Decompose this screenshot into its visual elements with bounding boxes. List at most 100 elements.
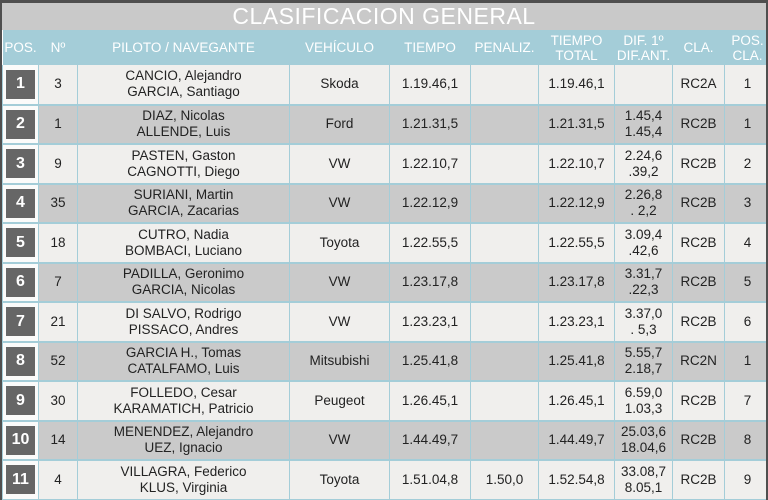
class-cell: RC2B (672, 104, 725, 145)
total-time-cell: 1.22.55,5 (538, 223, 615, 264)
table-row: 4 35 SURIANI, Martin GARCIA, Zacarias VW… (2, 183, 766, 224)
column-header-pos: POS. (2, 30, 39, 65)
car-number-cell: 3 (38, 65, 78, 106)
crew-cell: MENENDEZ, Alejandro UEZ, Ignacio (77, 420, 290, 461)
total-time-cell: 1.22.12,9 (538, 183, 615, 224)
driver-name: SURIANI, Martin (133, 187, 234, 203)
time-cell: 1.25.41,8 (389, 341, 471, 382)
crew-cell: GARCIA H., Tomas CATALFAMO, Luis (77, 341, 290, 382)
vehicle-cell: VW (289, 420, 390, 461)
position-badge: 7 (6, 307, 35, 337)
vehicle-cell: VW (289, 144, 390, 185)
class-cell: RC2B (672, 262, 725, 303)
driver-name: DIAZ, Nicolas (142, 108, 225, 124)
class-position-cell: 1 (724, 341, 766, 382)
gap-to-previous: . 5,3 (630, 321, 657, 337)
position-badge: 2 (6, 109, 35, 139)
time-cell: 1.19.46,1 (389, 65, 471, 106)
position-badge: 5 (6, 228, 35, 258)
car-number-cell: 30 (38, 381, 78, 422)
crew-cell: PASTEN, Gaston CAGNOTTI, Diego (77, 144, 290, 185)
vehicle-cell: VW (289, 183, 390, 224)
class-cell: RC2B (672, 223, 725, 264)
column-header-total-time: TIEMPO TOTAL (538, 30, 615, 65)
column-header-time: TIEMPO (389, 30, 471, 65)
table-row: 6 7 PADILLA, Geronimo GARCIA, Nicolas VW… (2, 262, 766, 303)
class-position-cell: 1 (724, 65, 766, 106)
total-time-cell: 1.44.49,7 (538, 420, 615, 461)
gap-cell: 2.26,8 . 2,2 (614, 183, 673, 224)
navigator-name: PISSACO, Andres (128, 321, 239, 337)
pos-cell: 9 (2, 381, 39, 422)
driver-name: PASTEN, Gaston (131, 147, 236, 163)
driver-name: PADILLA, Geronimo (122, 266, 245, 282)
table-row: 11 4 VILLAGRA, Federico KLUS, Virginia T… (2, 460, 766, 500)
position-badge: 4 (6, 188, 35, 218)
penalty-cell (470, 144, 539, 185)
gap-to-previous: .22,3 (628, 282, 659, 298)
driver-name: VILLAGRA, Federico (120, 463, 247, 479)
pos-cell: 10 (2, 420, 39, 461)
gap-to-leader: 6.59,0 (624, 384, 663, 400)
time-cell: 1.44.49,7 (389, 420, 471, 461)
gap-cell (614, 65, 673, 106)
class-position-cell: 5 (724, 262, 766, 303)
table-row: 8 52 GARCIA H., Tomas CATALFAMO, Luis Mi… (2, 341, 766, 382)
pos-cell: 3 (2, 144, 39, 185)
table-row: 7 21 DI SALVO, Rodrigo PISSACO, Andres V… (2, 302, 766, 343)
position-badge: 10 (6, 425, 35, 455)
vehicle-cell: Mitsubishi (289, 341, 390, 382)
gap-to-leader: 25.03,6 (620, 424, 667, 440)
class-position-cell: 6 (724, 302, 766, 343)
pos-cell: 11 (2, 460, 39, 500)
crew-cell: CANCIO, Alejandro GARCIA, Santiago (77, 65, 290, 106)
gap-to-previous: 1.03,3 (624, 400, 663, 416)
position-badge: 6 (6, 267, 35, 297)
gap-to-previous: 8.05,1 (624, 479, 663, 495)
total-time-cell: 1.26.45,1 (538, 381, 615, 422)
gap-cell: 5.55,7 2.18,7 (614, 341, 673, 382)
driver-name: DI SALVO, Rodrigo (125, 305, 242, 321)
car-number-cell: 21 (38, 302, 78, 343)
driver-name: MENENDEZ, Alejandro (113, 424, 254, 440)
table-row: 1 3 CANCIO, Alejandro GARCIA, Santiago S… (2, 65, 766, 106)
gap-to-leader: 3.09,4 (624, 226, 663, 242)
car-number-cell: 35 (38, 183, 78, 224)
position-badge: 9 (6, 386, 35, 416)
column-header-gap: DIF. 1º DIF.ANT. (614, 30, 673, 65)
time-cell: 1.21.31,5 (389, 104, 471, 145)
pos-cell: 7 (2, 302, 39, 343)
table-row: 3 9 PASTEN, Gaston CAGNOTTI, Diego VW 1.… (2, 144, 766, 185)
crew-cell: SURIANI, Martin GARCIA, Zacarias (77, 183, 290, 224)
total-time-cell: 1.22.10,7 (538, 144, 615, 185)
gap-to-previous: 18.04,6 (620, 440, 667, 456)
class-cell: RC2B (672, 420, 725, 461)
navigator-name: ALLENDE, Luis (136, 124, 231, 140)
pos-cell: 5 (2, 223, 39, 264)
time-cell: 1.23.17,8 (389, 262, 471, 303)
time-cell: 1.22.10,7 (389, 144, 471, 185)
penalty-cell (470, 381, 539, 422)
crew-cell: PADILLA, Geronimo GARCIA, Nicolas (77, 262, 290, 303)
car-number-cell: 7 (38, 262, 78, 303)
driver-name: FOLLEDO, Cesar (130, 384, 237, 400)
total-time-cell: 1.19.46,1 (538, 65, 615, 106)
class-position-cell: 9 (724, 460, 766, 500)
navigator-name: GARCIA, Santiago (127, 84, 240, 100)
class-cell: RC2B (672, 302, 725, 343)
navigator-name: CATALFAMO, Luis (127, 361, 240, 377)
pos-cell: 1 (2, 65, 39, 106)
car-number-cell: 4 (38, 460, 78, 500)
vehicle-cell: Skoda (289, 65, 390, 106)
table-row: 2 1 DIAZ, Nicolas ALLENDE, Luis Ford 1.2… (2, 104, 766, 145)
position-badge: 1 (6, 69, 35, 99)
penalty-cell (470, 420, 539, 461)
penalty-cell (470, 262, 539, 303)
time-cell: 1.51.04,8 (389, 460, 471, 500)
gap-cell: 2.24,6 .39,2 (614, 144, 673, 185)
pos-cell: 2 (2, 104, 39, 145)
vehicle-cell: VW (289, 302, 390, 343)
class-cell: RC2B (672, 381, 725, 422)
penalty-cell (470, 341, 539, 382)
position-badge: 3 (6, 149, 35, 179)
